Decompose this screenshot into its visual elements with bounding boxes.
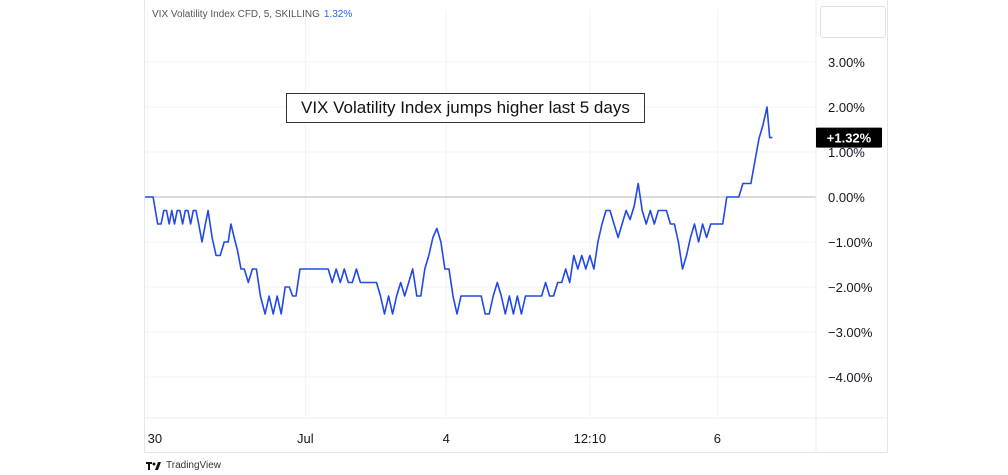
y-tick-label: −4.00% [828, 370, 873, 385]
y-tick-label: −3.00% [828, 325, 873, 340]
corner-toolbar-box[interactable] [820, 6, 886, 38]
last-value-label: +1.32% [827, 131, 872, 146]
x-tick-label: 6 [714, 431, 721, 446]
legend-value: 1.32% [323, 9, 353, 20]
chart-legend: VIX Volatility Index CFD, 5, SKILLING 1.3… [152, 9, 352, 20]
x-tick-label: 30 [148, 431, 162, 446]
y-tick-label: 2.00% [828, 100, 865, 115]
tradingview-logo-icon [146, 461, 161, 470]
y-tick-label: 3.00% [828, 55, 865, 70]
y-tick-label: −1.00% [828, 235, 873, 250]
brand-name: TradingView [166, 460, 222, 471]
x-tick-label: 12:10 [574, 431, 607, 446]
y-tick-label: 0.00% [828, 190, 865, 205]
series-line [145, 106, 773, 315]
last-value-badge [816, 127, 882, 148]
y-tick-label: 1.00% [828, 145, 865, 160]
symbol-name: VIX Volatility Index CFD, 5, SKILLING [152, 9, 320, 20]
y-tick-label: −2.00% [828, 280, 873, 295]
x-tick-label: 4 [443, 431, 450, 446]
x-tick-label: Jul [297, 431, 314, 446]
chart-annotation: VIX Volatility Index jumps higher last 5… [286, 93, 645, 123]
chart-area[interactable] [144, 0, 888, 453]
brand-watermark[interactable]: TradingView [146, 460, 221, 471]
